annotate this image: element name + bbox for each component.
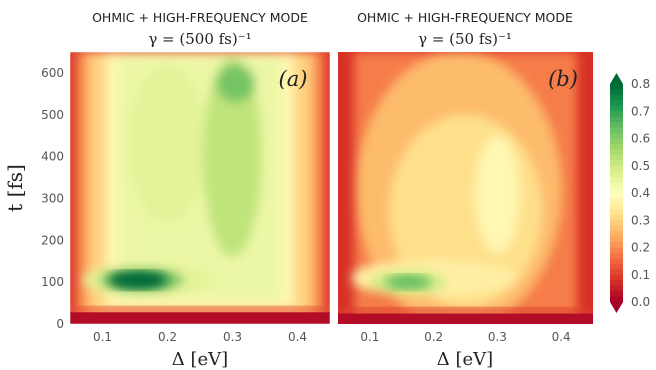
colorbar-segment xyxy=(610,100,623,107)
colorbar-tick-label: 0.1 xyxy=(631,268,650,282)
colorbar: 0.0 0.1 0.2 0.3 0.4 0.5 0.6 0.7 0.8 xyxy=(610,73,650,313)
x-tick-label: 0.4 xyxy=(552,330,571,344)
colorbar-segment xyxy=(610,263,623,270)
colorbar-tick-label: 0.3 xyxy=(631,213,650,227)
heat-peak-low xyxy=(109,270,168,290)
colorbar-segment xyxy=(610,160,623,167)
colorbar-segment xyxy=(610,138,623,145)
panel-b-label: (b) xyxy=(548,67,578,91)
heat-region-right xyxy=(475,135,520,253)
panel-b-x-label: Δ [eV] xyxy=(437,349,493,370)
panel-a-y-ticks: 0 100 200 300 400 500 600 xyxy=(41,66,64,331)
colorbar-segment xyxy=(610,214,623,221)
colorbar-segment xyxy=(610,252,623,259)
x-tick-label: 0.2 xyxy=(158,330,177,344)
colorbar-segment xyxy=(610,285,623,292)
colorbar-segment xyxy=(610,236,623,243)
colorbar-ticks: 0.0 0.1 0.2 0.3 0.4 0.5 0.6 0.7 0.8 xyxy=(631,77,650,309)
panel-a-y-label: t [fs] xyxy=(3,164,27,212)
colorbar-segment xyxy=(610,225,623,232)
heat-floor xyxy=(338,313,593,324)
panel-a: OHMIC + HIGH-FREQUENCY MODE γ = (500 fs)… xyxy=(3,10,330,370)
panel-b-subtitle: γ = (50 fs)⁻¹ xyxy=(418,30,512,48)
panel-b-x-ticks: 0.1 0.2 0.3 0.4 xyxy=(360,330,570,344)
colorbar-tick-label: 0.8 xyxy=(631,77,650,91)
colorbar-segment xyxy=(610,274,623,281)
colorbar-segment xyxy=(610,154,623,161)
colorbar-tick-label: 0.5 xyxy=(631,159,650,173)
colorbar-tick-label: 0.6 xyxy=(631,132,650,146)
colorbar-extend-max xyxy=(610,73,623,84)
colorbar-segment xyxy=(610,94,623,101)
colorbar-segment xyxy=(610,133,623,140)
colorbar-segment xyxy=(610,105,623,112)
colorbar-segment xyxy=(610,165,623,172)
colorbar-segment xyxy=(610,198,623,205)
colorbar-segment xyxy=(610,258,623,265)
heat-peak-low xyxy=(385,274,431,290)
colorbar-segment xyxy=(610,149,623,156)
heat-floor-upper xyxy=(338,307,593,315)
heat-field xyxy=(350,52,578,324)
panel-b-heatmap xyxy=(338,52,593,324)
colorbar-segment xyxy=(610,220,623,227)
colorbar-segment xyxy=(610,84,623,91)
y-tick-label: 400 xyxy=(41,150,64,164)
heat-floor-upper xyxy=(70,306,330,314)
colorbar-segment xyxy=(610,176,623,183)
colorbar-tick-label: 0.7 xyxy=(631,104,650,118)
panel-a-x-label: Δ [eV] xyxy=(172,349,228,370)
x-tick-label: 0.4 xyxy=(288,330,307,344)
panel-a-label: (a) xyxy=(279,67,308,91)
panel-b: OHMIC + HIGH-FREQUENCY MODE γ = (50 fs)⁻… xyxy=(338,10,593,370)
colorbar-segment xyxy=(610,291,623,298)
colorbar-segment xyxy=(610,209,623,216)
colorbar-segment xyxy=(610,269,623,276)
heat-peak-top xyxy=(216,64,256,103)
y-tick-label: 500 xyxy=(41,108,64,122)
panel-a-x-ticks: 0.1 0.2 0.3 0.4 xyxy=(93,330,307,344)
colorbar-tick-label: 0.4 xyxy=(631,186,650,200)
colorbar-segment xyxy=(610,111,623,118)
colorbar-segment xyxy=(610,296,623,303)
colorbar-segment xyxy=(610,280,623,287)
x-tick-label: 0.1 xyxy=(360,330,379,344)
y-tick-label: 200 xyxy=(41,233,64,247)
colorbar-segment xyxy=(610,231,623,238)
colorbar-segment xyxy=(610,127,623,134)
colorbar-tick-label: 0.0 xyxy=(631,295,650,309)
y-tick-label: 100 xyxy=(41,275,64,289)
x-tick-label: 0.3 xyxy=(223,330,242,344)
colorbar-segment xyxy=(610,143,623,150)
y-tick-label: 600 xyxy=(41,66,64,80)
panel-a-title: OHMIC + HIGH-FREQUENCY MODE xyxy=(92,10,308,25)
colorbar-segment xyxy=(610,247,623,254)
x-tick-label: 0.2 xyxy=(424,330,443,344)
colorbar-segment xyxy=(610,171,623,178)
panel-b-title: OHMIC + HIGH-FREQUENCY MODE xyxy=(357,10,573,25)
colorbar-tick-label: 0.2 xyxy=(631,241,650,255)
colorbar-segment xyxy=(610,203,623,210)
colorbar-extend-min xyxy=(610,302,623,313)
colorbar-segment xyxy=(610,182,623,189)
colorbar-segment xyxy=(610,89,623,96)
colorbar-gradient xyxy=(610,73,623,313)
heat-region-right xyxy=(203,56,262,258)
colorbar-segment xyxy=(610,242,623,249)
panel-a-subtitle: γ = (500 fs)⁻¹ xyxy=(148,30,251,48)
colorbar-segment xyxy=(610,122,623,129)
y-tick-label: 0 xyxy=(56,317,64,331)
y-tick-label: 300 xyxy=(41,191,64,205)
x-tick-label: 0.1 xyxy=(93,330,112,344)
colorbar-segment xyxy=(610,187,623,194)
x-tick-label: 0.3 xyxy=(488,330,507,344)
panel-a-heatmap xyxy=(70,52,330,324)
colorbar-segment xyxy=(610,193,623,200)
heat-region-left xyxy=(128,64,207,224)
colorbar-segment xyxy=(610,116,623,123)
heat-floor xyxy=(70,312,330,324)
